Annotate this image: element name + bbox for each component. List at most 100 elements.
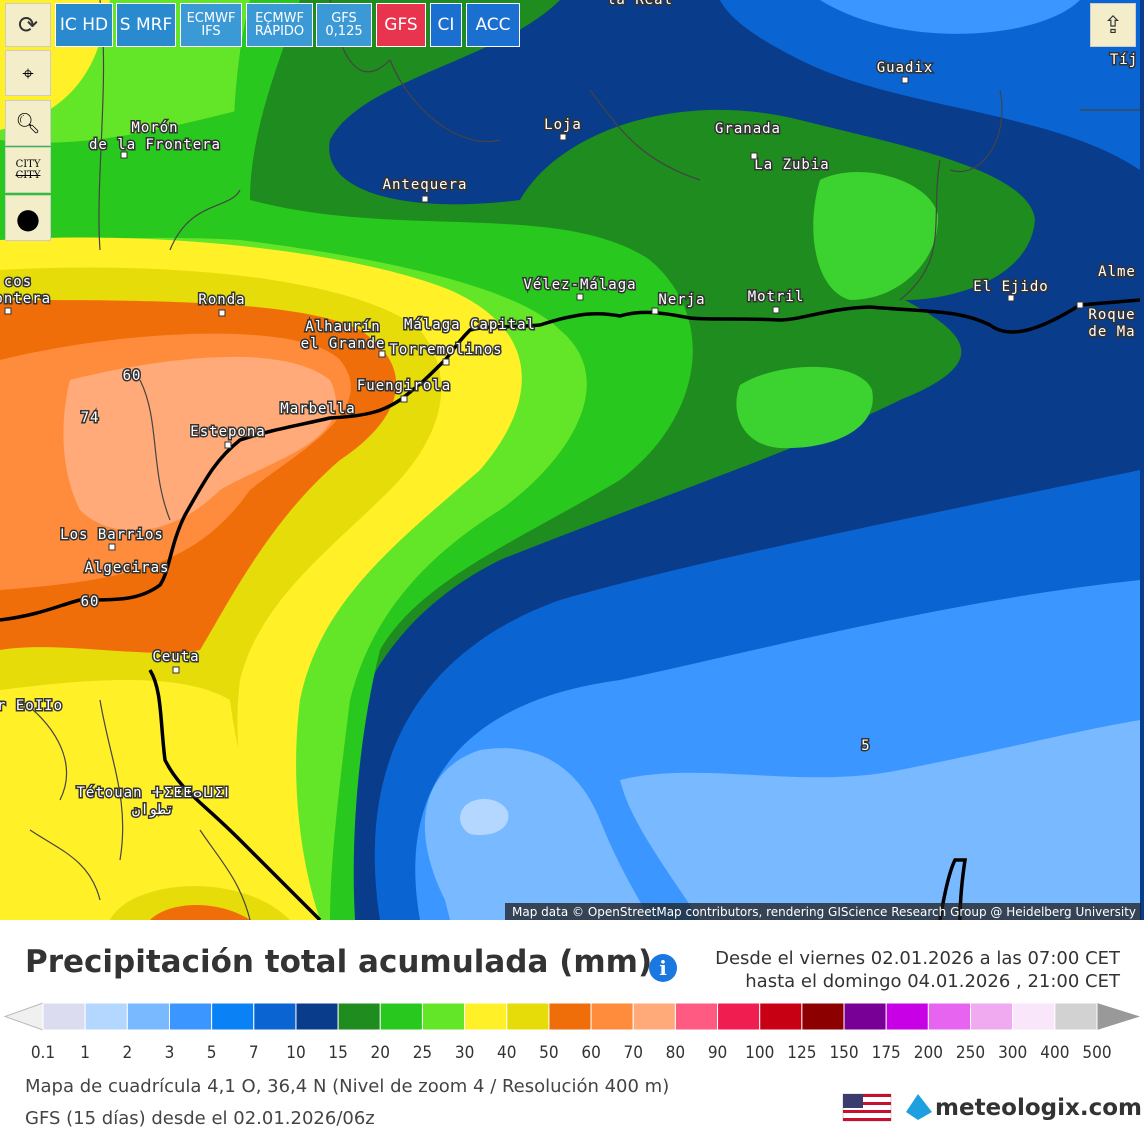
button-label: S MRF: [119, 14, 173, 35]
legend-swatch: [548, 1002, 592, 1031]
legend-swatch: [590, 1002, 634, 1031]
legend-tick-label: 150: [829, 1043, 858, 1063]
legend-tick-label: 10: [286, 1043, 305, 1063]
place-label: Ronda: [198, 292, 245, 308]
button-label: GFS: [331, 11, 357, 26]
legend-tick-label: 70: [624, 1043, 643, 1063]
marker-button[interactable]: ●: [5, 195, 51, 241]
footer-line: GFS (15 días) desde el 02.01.2026/06z: [25, 1108, 375, 1129]
legend-panel: Precipitación total acumulada (mm) i Des…: [0, 922, 1144, 1130]
legend-swatch: [84, 1002, 128, 1031]
zoom-button[interactable]: 🔍︎: [5, 100, 51, 146]
footer-line: Mapa de cuadrícula 4,1 O, 36,4 N (Nivel …: [25, 1076, 669, 1097]
place-dot: [224, 441, 232, 449]
place-label: Vélez-Málaga: [523, 277, 636, 293]
place-label: تطوان: [132, 802, 174, 818]
button-label: IC HD: [59, 14, 109, 35]
legend-swatch: [843, 1002, 887, 1031]
legend-swatch: [674, 1002, 719, 1031]
city-button[interactable]: CITY CITY: [5, 147, 51, 193]
field: [460, 798, 509, 836]
attribution: Map data © OpenStreetMap contributors, r…: [512, 905, 1136, 919]
place-label: Ceuta: [152, 649, 199, 665]
place-label: la Real: [607, 0, 673, 8]
button-label: GFS: [384, 14, 418, 35]
model-button[interactable]: CI: [430, 3, 462, 47]
location-button[interactable]: ⌖: [5, 50, 51, 96]
info-icon-glyph: i: [659, 956, 667, 980]
legend-tick-label: 80: [666, 1043, 685, 1063]
place-dot: [576, 293, 584, 301]
legend-tick-label: 250: [956, 1043, 985, 1063]
legend-tick-label: 100: [745, 1043, 774, 1063]
button-label: CI: [437, 14, 455, 35]
place-dot: [901, 76, 909, 84]
button-label: IFS: [201, 24, 221, 39]
place-label: Morón: [131, 120, 178, 136]
button-label: ECMWF: [255, 11, 304, 26]
legend-tick-label: 90: [708, 1043, 727, 1063]
flag: [842, 1093, 892, 1122]
model-button[interactable]: ECMWF IFS: [180, 3, 242, 47]
legend-tick-label: 60: [581, 1043, 600, 1063]
info-icon[interactable]: [649, 954, 677, 982]
field: [63, 356, 336, 531]
place-dot: [108, 543, 116, 551]
field: [0, 110, 240, 245]
place-label: Nerja: [658, 292, 705, 308]
place-label: Estepona: [190, 424, 265, 440]
borders: [19, 0, 1140, 920]
model-button[interactable]: S MRF: [116, 3, 176, 47]
button-label: ECMWF: [186, 11, 236, 26]
place-label: Tétouan ⵜⵉⵟⵟⴰⵡⵉⵏ: [77, 785, 230, 801]
legend-swatch: [970, 1002, 1014, 1031]
model-button[interactable]: GFS: [376, 3, 426, 47]
legend-swatch: [1012, 1002, 1056, 1031]
legend-swatch: [464, 1002, 508, 1031]
refresh-button[interactable]: ⟳: [5, 3, 51, 47]
share-button[interactable]: ⇪: [1090, 3, 1136, 47]
legend-swatch: [211, 1002, 255, 1031]
place-label: El Ejido: [973, 279, 1048, 295]
legend-swatch: [759, 1002, 803, 1031]
legend-tick-label: 125: [787, 1043, 816, 1063]
legend-tick-label: 50: [539, 1043, 558, 1063]
place-dot: [378, 350, 386, 358]
place-label: Fuengirola: [357, 378, 451, 394]
city-label: CITY: [15, 170, 41, 181]
legend-tick-label: 40: [497, 1043, 516, 1063]
legend-tick-label: 500: [1082, 1043, 1111, 1063]
model-button[interactable]: ECMWF RÁPIDO: [246, 3, 313, 47]
place-label: Alhaurín: [305, 319, 380, 335]
period: hasta el domingo 04.01.2026 , 21:00 CET: [745, 971, 1121, 992]
legend-swatch: [253, 1002, 297, 1031]
legend-swatch: [506, 1002, 550, 1031]
model-button[interactable]: ACC: [466, 3, 520, 47]
place-label: Málaga Capital: [404, 317, 536, 333]
legend-tick-label: 1: [80, 1043, 90, 1063]
legend-swatch: [632, 1002, 676, 1031]
legend-tick-label: 25: [413, 1043, 432, 1063]
place-label: cos: [4, 274, 32, 290]
field: [736, 172, 939, 449]
legend-arrow: [1097, 1003, 1140, 1030]
place-dot: [120, 151, 128, 159]
legend-swatch: [168, 1002, 213, 1031]
place-label: el Grande: [301, 336, 386, 352]
field: [820, 0, 1080, 34]
model-button[interactable]: IC HD: [55, 3, 113, 47]
place-label: La Zubia: [754, 157, 829, 173]
legend-tick-label: 20: [371, 1043, 390, 1063]
place-dot: [772, 306, 780, 314]
place-label: Tíj: [1110, 52, 1138, 68]
place-dot: [400, 395, 408, 403]
place-label: Antequera: [383, 177, 468, 193]
model-button[interactable]: GFS 0,125: [316, 3, 372, 47]
place-dot: [559, 133, 567, 141]
legend-tick-label: 300: [998, 1043, 1027, 1063]
field: [150, 905, 250, 920]
place-dot: [442, 358, 450, 366]
period: Desde el viernes 02.01.2026 a las 07:00 …: [715, 948, 1121, 969]
place-label: de Ma: [1088, 324, 1135, 340]
